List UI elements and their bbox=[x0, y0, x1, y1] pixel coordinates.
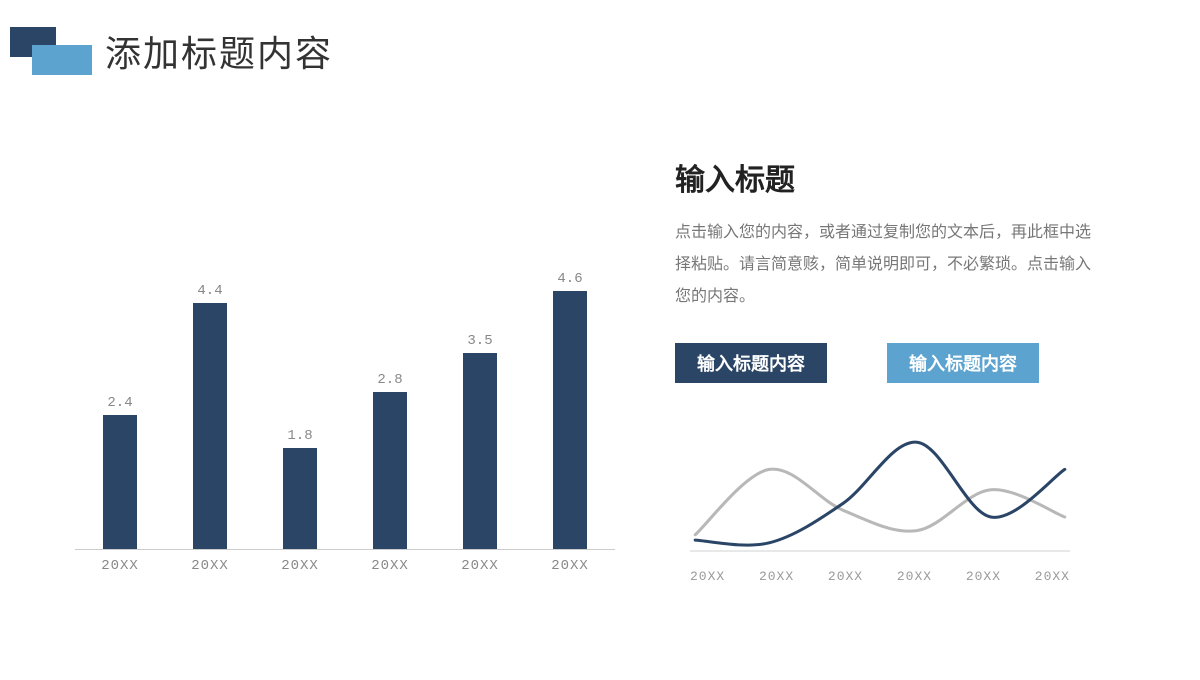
line-chart-svg bbox=[690, 403, 1070, 563]
bar-x-labels: 20XX20XX20XX20XX20XX20XX bbox=[75, 558, 615, 574]
bar-x-label: 20XX bbox=[255, 558, 345, 574]
section-title: 输入标题 bbox=[675, 155, 1105, 199]
bar-column: 3.5 bbox=[435, 250, 525, 549]
bar-rect bbox=[283, 448, 317, 549]
page-title: 添加标题内容 bbox=[105, 25, 333, 77]
line-series-grey bbox=[695, 469, 1064, 535]
bar-value-label: 4.6 bbox=[557, 271, 582, 287]
line-x-label: 20XX bbox=[897, 569, 932, 584]
bar-rect bbox=[193, 303, 227, 549]
line-x-label: 20XX bbox=[690, 569, 725, 584]
line-series-dark bbox=[695, 442, 1064, 545]
bar-x-label: 20XX bbox=[75, 558, 165, 574]
bar-chart: 2.44.41.82.83.54.6 20XX20XX20XX20XX20XX2… bbox=[75, 250, 615, 580]
bar-value-label: 4.4 bbox=[197, 283, 222, 299]
header: 添加标题内容 bbox=[10, 25, 333, 77]
bar-x-label: 20XX bbox=[525, 558, 615, 574]
bar-column: 2.8 bbox=[345, 250, 435, 549]
title-icon-light-rect bbox=[32, 45, 92, 75]
line-x-label: 20XX bbox=[828, 569, 863, 584]
title-icon bbox=[10, 27, 85, 75]
line-x-label: 20XX bbox=[966, 569, 1001, 584]
line-x-label: 20XX bbox=[759, 569, 794, 584]
bar-column: 2.4 bbox=[75, 250, 165, 549]
bar-column: 4.6 bbox=[525, 250, 615, 549]
bar-value-label: 1.8 bbox=[287, 428, 312, 444]
bar-x-label: 20XX bbox=[345, 558, 435, 574]
bar-rect bbox=[373, 392, 407, 549]
bar-value-label: 3.5 bbox=[467, 333, 492, 349]
section-description: 点击输入您的内容，或者通过复制您的文本后，再此框中选择粘贴。请言简意赅，简单说明… bbox=[675, 217, 1105, 313]
bar-rect bbox=[103, 415, 137, 549]
tab[interactable]: 输入标题内容 bbox=[675, 343, 827, 383]
bar-rect bbox=[553, 291, 587, 549]
bar-value-label: 2.8 bbox=[377, 372, 402, 388]
bar-plot-area: 2.4 4.4 1.8 2.8 3.5 4.6 bbox=[75, 250, 615, 550]
line-x-label: 20XX bbox=[1035, 569, 1070, 584]
tab[interactable]: 输入标题内容 bbox=[887, 343, 1039, 383]
bar-value-label: 2.4 bbox=[107, 395, 132, 411]
line-chart: 20XX 20XX 20XX 20XX 20XX 20XX bbox=[690, 403, 1070, 583]
bar-rect bbox=[463, 353, 497, 549]
tab-row: 输入标题内容 输入标题内容 bbox=[675, 343, 1105, 383]
bar-column: 1.8 bbox=[255, 250, 345, 549]
right-panel: 输入标题 点击输入您的内容，或者通过复制您的文本后，再此框中选择粘贴。请言简意赅… bbox=[675, 155, 1105, 583]
bar-x-label: 20XX bbox=[165, 558, 255, 574]
bar-column: 4.4 bbox=[165, 250, 255, 549]
line-x-labels: 20XX 20XX 20XX 20XX 20XX 20XX bbox=[690, 569, 1070, 584]
bar-x-label: 20XX bbox=[435, 558, 525, 574]
